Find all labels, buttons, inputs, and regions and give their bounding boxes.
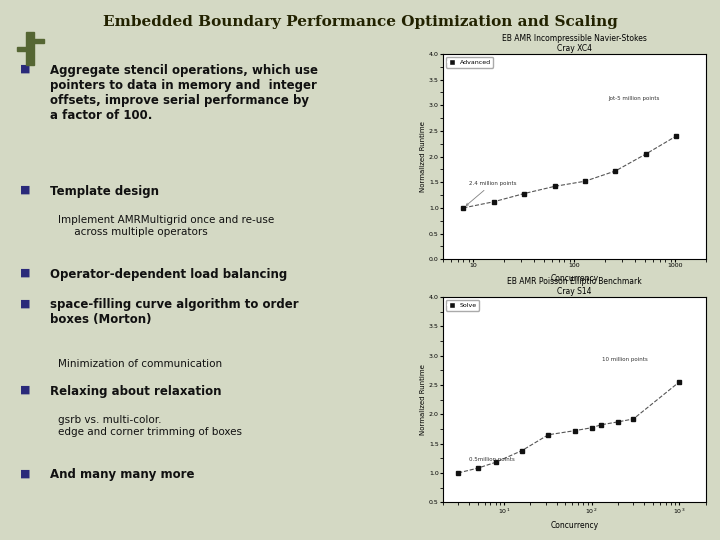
- Text: Minimization of communication: Minimization of communication: [58, 359, 222, 369]
- Text: ■: ■: [20, 468, 30, 478]
- Legend: Solve: Solve: [446, 300, 480, 310]
- Title: EB AMR Poisson Elliptic Benchmark
Cray S14: EB AMR Poisson Elliptic Benchmark Cray S…: [507, 277, 642, 296]
- Text: ■: ■: [20, 64, 30, 73]
- Text: Embedded Boundary Performance Optimization and Scaling: Embedded Boundary Performance Optimizati…: [102, 15, 618, 29]
- X-axis label: Concurrency: Concurrency: [550, 521, 598, 530]
- Text: 10 million points: 10 million points: [602, 357, 647, 362]
- Text: ■: ■: [20, 268, 30, 278]
- Legend: Advanced: Advanced: [446, 57, 493, 68]
- Text: gsrb vs. multi-color.
edge and corner trimming of boxes: gsrb vs. multi-color. edge and corner tr…: [58, 415, 242, 437]
- Bar: [34, 39, 44, 43]
- Text: ■: ■: [20, 385, 30, 395]
- Text: ■: ■: [20, 185, 30, 195]
- Text: Relaxing about relaxation: Relaxing about relaxation: [50, 385, 221, 398]
- Text: 2.4 million points: 2.4 million points: [467, 181, 516, 206]
- Bar: [17, 47, 27, 51]
- X-axis label: Concurrency: Concurrency: [550, 274, 598, 283]
- Text: Operator-dependent load balancing: Operator-dependent load balancing: [50, 268, 287, 281]
- Text: space-filling curve algorithm to order
boxes (Morton): space-filling curve algorithm to order b…: [50, 298, 298, 326]
- Text: Template design: Template design: [50, 185, 158, 198]
- Text: 0.5million points: 0.5million points: [469, 457, 515, 462]
- Y-axis label: Normalized Runtime: Normalized Runtime: [420, 364, 426, 435]
- Y-axis label: Normalized Runtime: Normalized Runtime: [420, 121, 426, 192]
- Text: And many many more: And many many more: [50, 468, 194, 481]
- Text: Aggregate stencil operations, which use
pointers to data in memory and  integer
: Aggregate stencil operations, which use …: [50, 64, 318, 122]
- Title: EB AMR Incompressible Navier-Stokes
Cray XC4: EB AMR Incompressible Navier-Stokes Cray…: [502, 34, 647, 53]
- Text: Jot-5 million points: Jot-5 million points: [609, 96, 660, 101]
- Text: ■: ■: [20, 298, 30, 308]
- Text: Implement AMRMultigrid once and re-use
     across multiple operators: Implement AMRMultigrid once and re-use a…: [58, 215, 274, 237]
- Bar: [27, 32, 34, 65]
